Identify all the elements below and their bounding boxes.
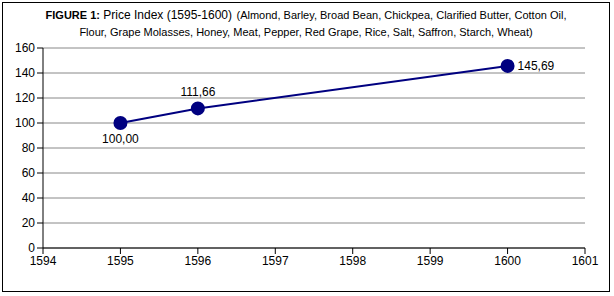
svg-text:100,00: 100,00: [102, 132, 139, 146]
svg-text:145,69: 145,69: [518, 59, 555, 73]
svg-text:140: 140: [15, 66, 35, 80]
svg-text:111,66: 111,66: [180, 85, 215, 99]
svg-text:1600: 1600: [494, 254, 521, 268]
svg-text:60: 60: [22, 166, 36, 180]
svg-text:1595: 1595: [107, 254, 134, 268]
svg-text:40: 40: [22, 191, 36, 205]
svg-text:20: 20: [22, 216, 36, 230]
svg-text:0: 0: [28, 241, 35, 255]
svg-text:160: 160: [15, 41, 35, 55]
svg-text:100: 100: [15, 116, 35, 130]
svg-text:80: 80: [22, 141, 36, 155]
svg-text:1599: 1599: [417, 254, 444, 268]
svg-text:1594: 1594: [30, 254, 57, 268]
svg-text:1597: 1597: [262, 254, 289, 268]
svg-text:1601: 1601: [572, 254, 599, 268]
svg-text:120: 120: [15, 91, 35, 105]
svg-text:1596: 1596: [185, 254, 212, 268]
html-text:FIGURE 1: Price Index (1595-16: FIGURE 1: Price Index (1595-1600) (Almon…: [45, 8, 567, 38]
svg-text:1598: 1598: [339, 254, 366, 268]
